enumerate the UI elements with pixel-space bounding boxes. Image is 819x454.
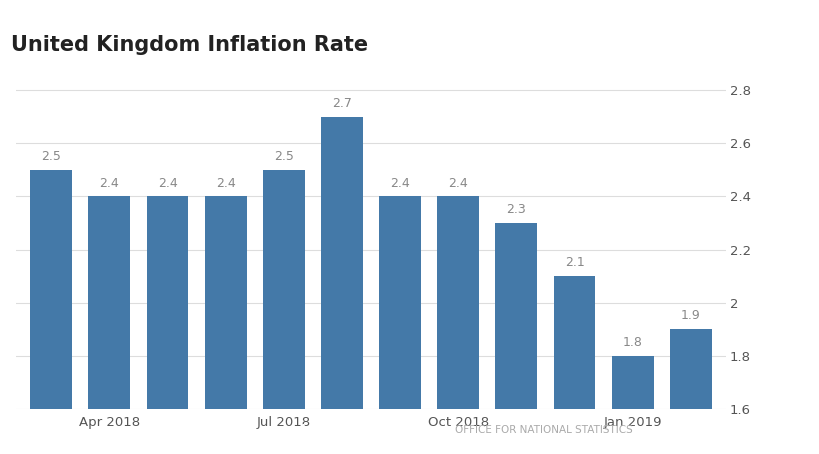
Text: 2.3: 2.3 bbox=[506, 203, 526, 217]
Text: 2.4: 2.4 bbox=[157, 177, 177, 190]
Text: instaforex: instaforex bbox=[298, 425, 386, 440]
Bar bbox=[263, 170, 305, 409]
Text: 2.4: 2.4 bbox=[215, 177, 235, 190]
Text: 1.8: 1.8 bbox=[622, 336, 642, 349]
Bar bbox=[378, 197, 420, 409]
Bar bbox=[611, 355, 653, 409]
Bar bbox=[30, 170, 72, 409]
Bar bbox=[495, 223, 536, 409]
Text: OFFICE FOR NATIONAL STATISTICS: OFFICE FOR NATIONAL STATISTICS bbox=[455, 425, 632, 435]
Text: 2.4: 2.4 bbox=[99, 177, 119, 190]
Bar bbox=[669, 329, 711, 409]
Bar bbox=[553, 276, 595, 409]
Text: 2.1: 2.1 bbox=[564, 257, 584, 269]
Text: 2.4: 2.4 bbox=[390, 177, 410, 190]
Bar bbox=[437, 197, 478, 409]
Bar bbox=[147, 197, 188, 409]
Text: 2.5: 2.5 bbox=[41, 150, 61, 163]
Text: 2.5: 2.5 bbox=[274, 150, 293, 163]
Bar bbox=[205, 197, 247, 409]
Text: 2.4: 2.4 bbox=[448, 177, 468, 190]
Text: 1.9: 1.9 bbox=[680, 310, 700, 322]
Text: 2.7: 2.7 bbox=[332, 97, 351, 110]
Bar bbox=[88, 197, 130, 409]
Bar bbox=[321, 117, 363, 409]
Text: United Kingdom Inflation Rate: United Kingdom Inflation Rate bbox=[11, 35, 368, 55]
